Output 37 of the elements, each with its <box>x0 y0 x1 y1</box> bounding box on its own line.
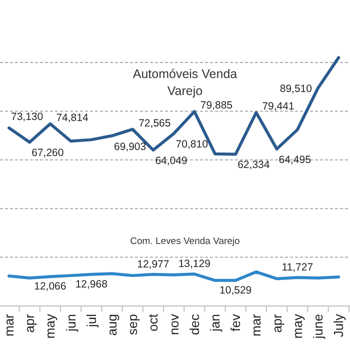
data-label: 70,810 <box>176 138 208 151</box>
x-tick-label: sep <box>125 314 140 335</box>
data-label: 79,885 <box>200 99 233 112</box>
x-tick-label: jun <box>63 314 78 332</box>
x-tick-label: may <box>290 314 305 339</box>
x-tick-label: oct <box>146 314 161 332</box>
data-label: 73,130 <box>11 110 44 123</box>
text: Com. Leves Venda Varejo <box>130 236 240 247</box>
series-label: Automóveis Venda Varejo <box>132 67 238 98</box>
x-tick-label: mar <box>248 313 264 336</box>
x-tick-label: may <box>42 314 58 339</box>
data-label: 62,334 <box>238 159 270 172</box>
data-label: 64,495 <box>278 154 312 166</box>
data-label: 11,727 <box>282 261 314 274</box>
x-tick-label: fev <box>228 314 244 332</box>
data-label: 64,049 <box>155 155 188 168</box>
data-label: 79,441 <box>262 100 294 113</box>
data-label: 89,510 <box>280 83 312 96</box>
data-label: 12,066 <box>34 280 66 293</box>
data-label: 13,129 <box>178 258 211 270</box>
x-tick-label: dec <box>186 314 202 335</box>
data-label: 74,814 <box>56 112 88 124</box>
x-tick-label: apr <box>269 313 284 333</box>
x-tick-label: mar <box>2 313 16 336</box>
x-tick-label: jul <box>84 314 99 328</box>
x-tick-label: june <box>310 314 326 340</box>
data-label: 67,260 <box>32 147 64 160</box>
data-label: 10,529 <box>220 284 252 296</box>
x-tick-label: July <box>331 314 346 338</box>
data-label: 72,565 <box>138 117 171 130</box>
x-tick-label: aug <box>104 314 120 336</box>
data-label: 12,968 <box>75 278 108 290</box>
x-tick-label: jan <box>208 314 222 332</box>
data-label: 69,903 <box>114 140 146 153</box>
x-tick-label: apr <box>22 313 38 333</box>
x-tick-label: nov <box>166 314 182 335</box>
data-label: 12,977 <box>137 258 170 270</box>
